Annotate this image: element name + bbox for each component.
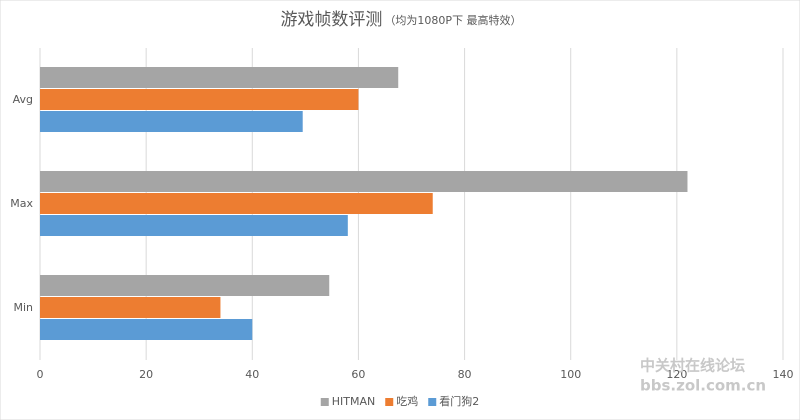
bar xyxy=(40,193,433,214)
x-tick-label: 40 xyxy=(245,368,259,381)
y-tick-label: Min xyxy=(13,301,33,314)
bar xyxy=(40,111,303,132)
bar xyxy=(40,171,688,192)
x-tick-label: 140 xyxy=(773,368,794,381)
x-tick-label: 20 xyxy=(139,368,153,381)
x-tick-label: 0 xyxy=(37,368,44,381)
bar xyxy=(40,67,399,88)
chart-title: 游戏帧数评测 xyxy=(280,10,382,30)
watermark: 中关村在线论坛 xyxy=(640,357,745,375)
x-tick-label: 120 xyxy=(666,368,687,381)
legend-swatch xyxy=(320,398,329,406)
bar xyxy=(40,319,253,340)
bar xyxy=(40,275,330,296)
bar xyxy=(40,215,348,236)
legend-swatch xyxy=(385,398,394,406)
legend-swatch xyxy=(428,398,437,406)
y-tick-label: Max xyxy=(10,197,33,210)
watermark: bbs.zol.com.cn xyxy=(640,377,766,395)
legend: HITMAN 吃鸡 看门狗2 xyxy=(320,394,479,408)
y-tick-label: Avg xyxy=(13,93,33,106)
x-tick-label: 100 xyxy=(560,368,581,381)
bar xyxy=(40,297,221,318)
chart-subtitle: （均为1080P下 最高特效） xyxy=(384,13,521,27)
bar xyxy=(40,89,359,110)
x-tick-label: 60 xyxy=(351,368,365,381)
legend-label: 看门狗2 xyxy=(439,394,479,408)
legend-label: HITMAN xyxy=(332,395,375,408)
legend-label: 吃鸡 xyxy=(396,394,418,408)
x-tick-label: 80 xyxy=(458,368,472,381)
